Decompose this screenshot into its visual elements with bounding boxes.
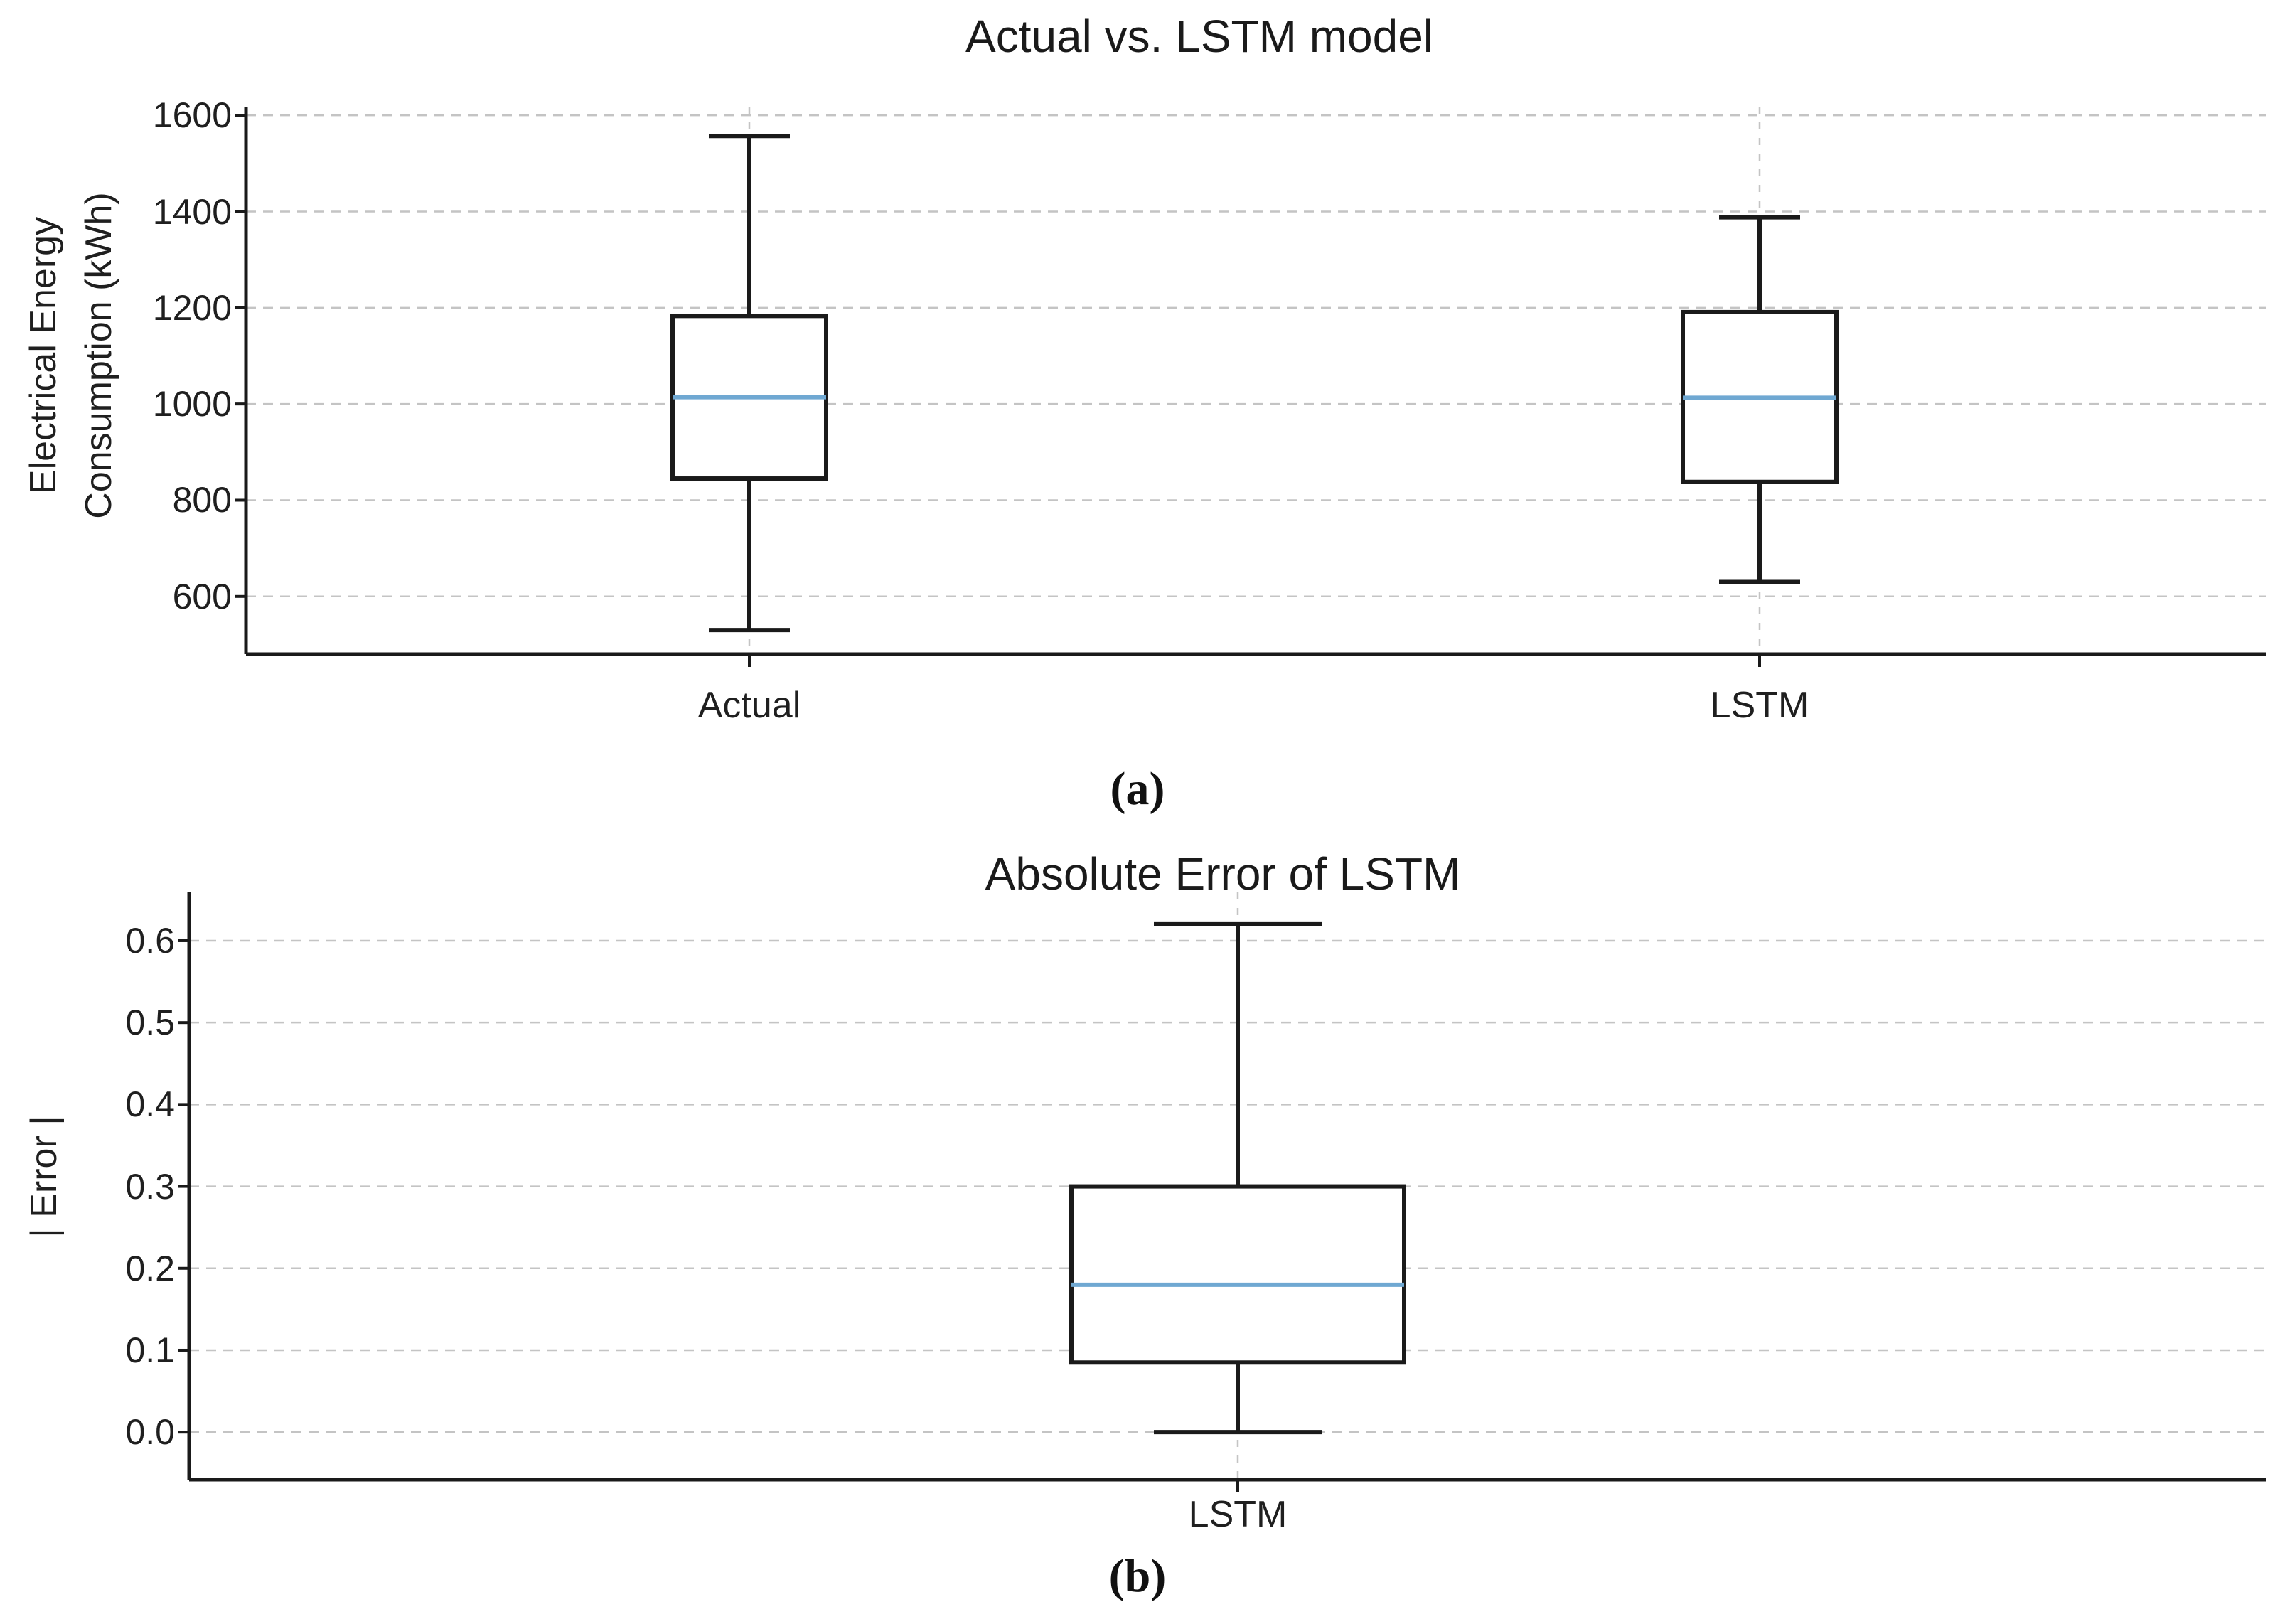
chart1-y-axis-label-line2: Consumption (kWh) <box>78 192 119 519</box>
panel-label-a: (a) <box>1110 763 1165 815</box>
y-tick-label: 1200 <box>152 287 232 328</box>
y-tick-label: 800 <box>172 480 232 520</box>
y-tick-label: 0.6 <box>125 920 175 961</box>
chart2-title: Absolute Error of LSTM <box>985 848 1461 899</box>
chart1-y-axis-label-line1: Electrical Energy <box>23 216 64 495</box>
chart1-title: Actual vs. LSTM model <box>965 11 1433 62</box>
chart2-y-axis-label-line1: | Error | <box>23 1116 65 1238</box>
y-tick-label: 1600 <box>152 95 232 136</box>
y-tick-label: 0.2 <box>125 1248 175 1288</box>
chart1-xtick-lstm: LSTM <box>1710 685 1809 726</box>
chart1-xtick-actual: Actual <box>697 685 801 726</box>
y-tick-label: 0.3 <box>125 1166 175 1207</box>
y-tick-label: 0.0 <box>125 1412 175 1453</box>
box-iqr <box>1069 1184 1406 1365</box>
chart2-y-axis-label: | Error | <box>16 1116 72 1237</box>
chart1-y-axis-label: Electrical Energy Consumption (kWh) <box>16 192 127 518</box>
y-tick-label: 0.5 <box>125 1003 175 1043</box>
chart2-xtick-lstm: LSTM <box>1188 1494 1288 1535</box>
y-tick-label: 0.4 <box>125 1084 175 1125</box>
y-tick-label: 1400 <box>152 191 232 232</box>
y-tick-label: 600 <box>172 576 232 616</box>
y-tick-label: 1000 <box>152 384 232 424</box>
panel-label-b: (b) <box>1108 1550 1167 1602</box>
y-tick-label: 0.1 <box>125 1330 175 1370</box>
